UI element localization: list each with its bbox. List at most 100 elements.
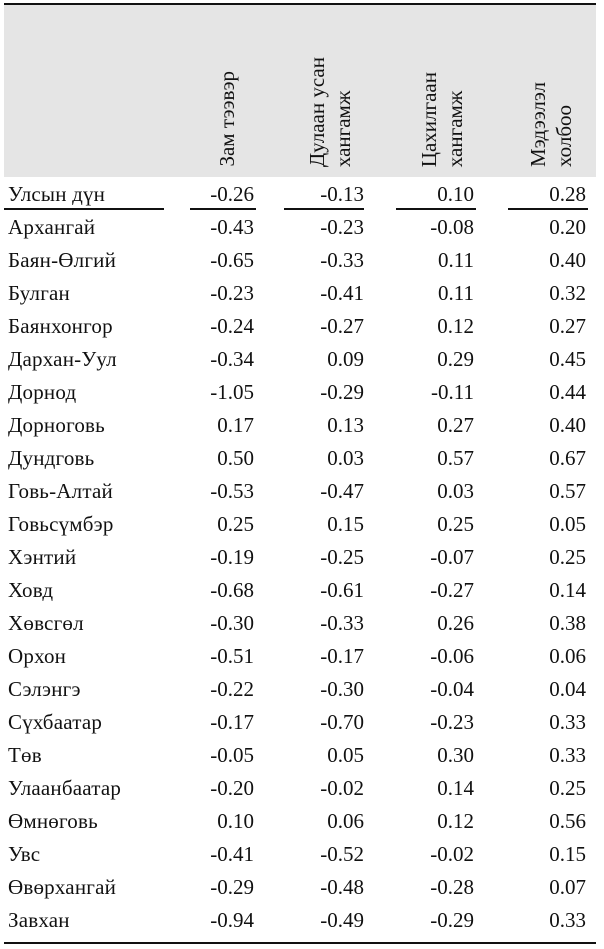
cell-electricity: 0.30 xyxy=(437,743,474,767)
cell-road-transport: -0.20 xyxy=(210,776,254,800)
table-row: Өвөрхангай -0.29 -0.48 -0.28 0.07 xyxy=(0,870,604,903)
cell-heating-water: 0.13 xyxy=(327,413,364,437)
cell-electricity: 0.25 xyxy=(437,512,474,536)
cell-electricity: 0.10 xyxy=(437,182,474,206)
row-name: Увс xyxy=(8,842,41,866)
cell-electricity: -0.04 xyxy=(430,677,474,701)
row-name: Дорноговь xyxy=(8,413,105,437)
cell-electricity: 0.03 xyxy=(437,479,474,503)
table-row: Хэнтий -0.19 -0.25 -0.07 0.25 xyxy=(0,540,604,573)
cell-electricity: -0.08 xyxy=(430,215,474,239)
row-name: Говь-Алтай xyxy=(8,479,113,503)
cell-road-transport: 0.25 xyxy=(217,512,254,536)
cell-communications: 0.05 xyxy=(549,512,586,536)
cell-electricity: -0.23 xyxy=(430,710,474,734)
cell-heating-water: -0.49 xyxy=(320,908,364,932)
row-name: Улаанбаатар xyxy=(8,776,122,800)
table-row: Ховд -0.68 -0.61 -0.27 0.14 xyxy=(0,573,604,606)
row-name: Өвөрхангай xyxy=(8,875,117,899)
cell-road-transport: -0.24 xyxy=(210,314,254,338)
table-row: Булган -0.23 -0.41 0.11 0.32 xyxy=(0,276,604,309)
total-row-divider xyxy=(508,208,588,210)
column-header-label: Мэдээлэл холбоо xyxy=(526,81,576,167)
table-row: Дархан-Уул -0.34 0.09 0.29 0.45 xyxy=(0,342,604,375)
row-name: Өмнөговь xyxy=(8,809,98,833)
column-header-label: Цахилгаан хангамж xyxy=(417,71,467,167)
column-header-communications: Мэдээлэл холбоо xyxy=(508,5,594,177)
table-row: Дорнод -1.05 -0.29 -0.11 0.44 xyxy=(0,375,604,408)
cell-road-transport: -0.22 xyxy=(210,677,254,701)
cell-electricity: 0.12 xyxy=(437,809,474,833)
cell-heating-water: 0.09 xyxy=(327,347,364,371)
cell-communications: 0.28 xyxy=(549,182,586,206)
cell-road-transport: 0.17 xyxy=(217,413,254,437)
cell-communications: 0.04 xyxy=(549,677,586,701)
total-row: Улсын дүн -0.26 -0.13 0.10 0.28 xyxy=(0,177,604,210)
table-row: Архангай -0.43 -0.23 -0.08 0.20 xyxy=(0,210,604,243)
table-row: Өмнөговь 0.10 0.06 0.12 0.56 xyxy=(0,804,604,837)
table-header-background xyxy=(4,5,596,177)
cell-electricity: 0.27 xyxy=(437,413,474,437)
cell-heating-water: -0.25 xyxy=(320,545,364,569)
row-name: Орхон xyxy=(8,644,67,668)
cell-heating-water: -0.23 xyxy=(320,215,364,239)
cell-heating-water: -0.17 xyxy=(320,644,364,668)
cell-electricity: 0.26 xyxy=(437,611,474,635)
table-row: Орхон -0.51 -0.17 -0.06 0.06 xyxy=(0,639,604,672)
column-header-label: Зам тээвэр xyxy=(215,71,239,167)
table-row: Дорноговь 0.17 0.13 0.27 0.40 xyxy=(0,408,604,441)
row-name: Дархан-Уул xyxy=(8,347,117,371)
cell-communications: 0.67 xyxy=(549,446,586,470)
cell-road-transport: -1.05 xyxy=(210,380,254,404)
cell-heating-water: -0.47 xyxy=(320,479,364,503)
cell-communications: 0.20 xyxy=(549,215,586,239)
cell-electricity: -0.28 xyxy=(430,875,474,899)
table-row: Говь-Алтай -0.53 -0.47 0.03 0.57 xyxy=(0,474,604,507)
cell-communications: 0.07 xyxy=(549,875,586,899)
total-row-divider xyxy=(396,208,476,210)
cell-road-transport: 0.10 xyxy=(217,809,254,833)
cell-communications: 0.33 xyxy=(549,908,586,932)
cell-road-transport: -0.29 xyxy=(210,875,254,899)
cell-communications: 0.14 xyxy=(549,578,586,602)
cell-road-transport: -0.41 xyxy=(210,842,254,866)
row-name: Сүхбаатар xyxy=(8,710,103,734)
cell-electricity: 0.57 xyxy=(437,446,474,470)
row-name: Булган xyxy=(8,281,70,305)
row-name: Улсын дүн xyxy=(8,182,106,206)
cell-electricity: 0.14 xyxy=(437,776,474,800)
total-row-divider xyxy=(284,208,364,210)
cell-electricity: 0.29 xyxy=(437,347,474,371)
row-name: Говьсүмбэр xyxy=(8,512,114,536)
cell-electricity: -0.27 xyxy=(430,578,474,602)
table-row: Говьсүмбэр 0.25 0.15 0.25 0.05 xyxy=(0,507,604,540)
table-row: Баян-Өлгий -0.65 -0.33 0.11 0.40 xyxy=(0,243,604,276)
row-name: Ховд xyxy=(8,578,54,602)
cell-heating-water: -0.30 xyxy=(320,677,364,701)
cell-road-transport: -0.94 xyxy=(210,908,254,932)
cell-communications: 0.15 xyxy=(549,842,586,866)
column-header-road-transport: Зам тээвэр xyxy=(192,5,262,177)
cell-heating-water: -0.41 xyxy=(320,281,364,305)
table-bottom-border xyxy=(4,942,596,944)
cell-road-transport: -0.26 xyxy=(210,182,254,206)
cell-heating-water: -0.29 xyxy=(320,380,364,404)
cell-heating-water: -0.02 xyxy=(320,776,364,800)
cell-communications: 0.38 xyxy=(549,611,586,635)
row-name: Хөвсгөл xyxy=(8,611,84,635)
row-name: Архангай xyxy=(8,215,96,239)
table-row: Сэлэнгэ -0.22 -0.30 -0.04 0.04 xyxy=(0,672,604,705)
cell-heating-water: 0.03 xyxy=(327,446,364,470)
column-header-electricity: Цахилгаан хангамж xyxy=(396,5,488,177)
table-row: Баянхонгор -0.24 -0.27 0.12 0.27 xyxy=(0,309,604,342)
cell-road-transport: -0.65 xyxy=(210,248,254,272)
cell-electricity: -0.06 xyxy=(430,644,474,668)
row-name: Баянхонгор xyxy=(8,314,113,338)
cell-electricity: -0.29 xyxy=(430,908,474,932)
cell-electricity: -0.07 xyxy=(430,545,474,569)
cell-communications: 0.56 xyxy=(549,809,586,833)
cell-communications: 0.33 xyxy=(549,743,586,767)
cell-road-transport: -0.43 xyxy=(210,215,254,239)
cell-road-transport: -0.23 xyxy=(210,281,254,305)
